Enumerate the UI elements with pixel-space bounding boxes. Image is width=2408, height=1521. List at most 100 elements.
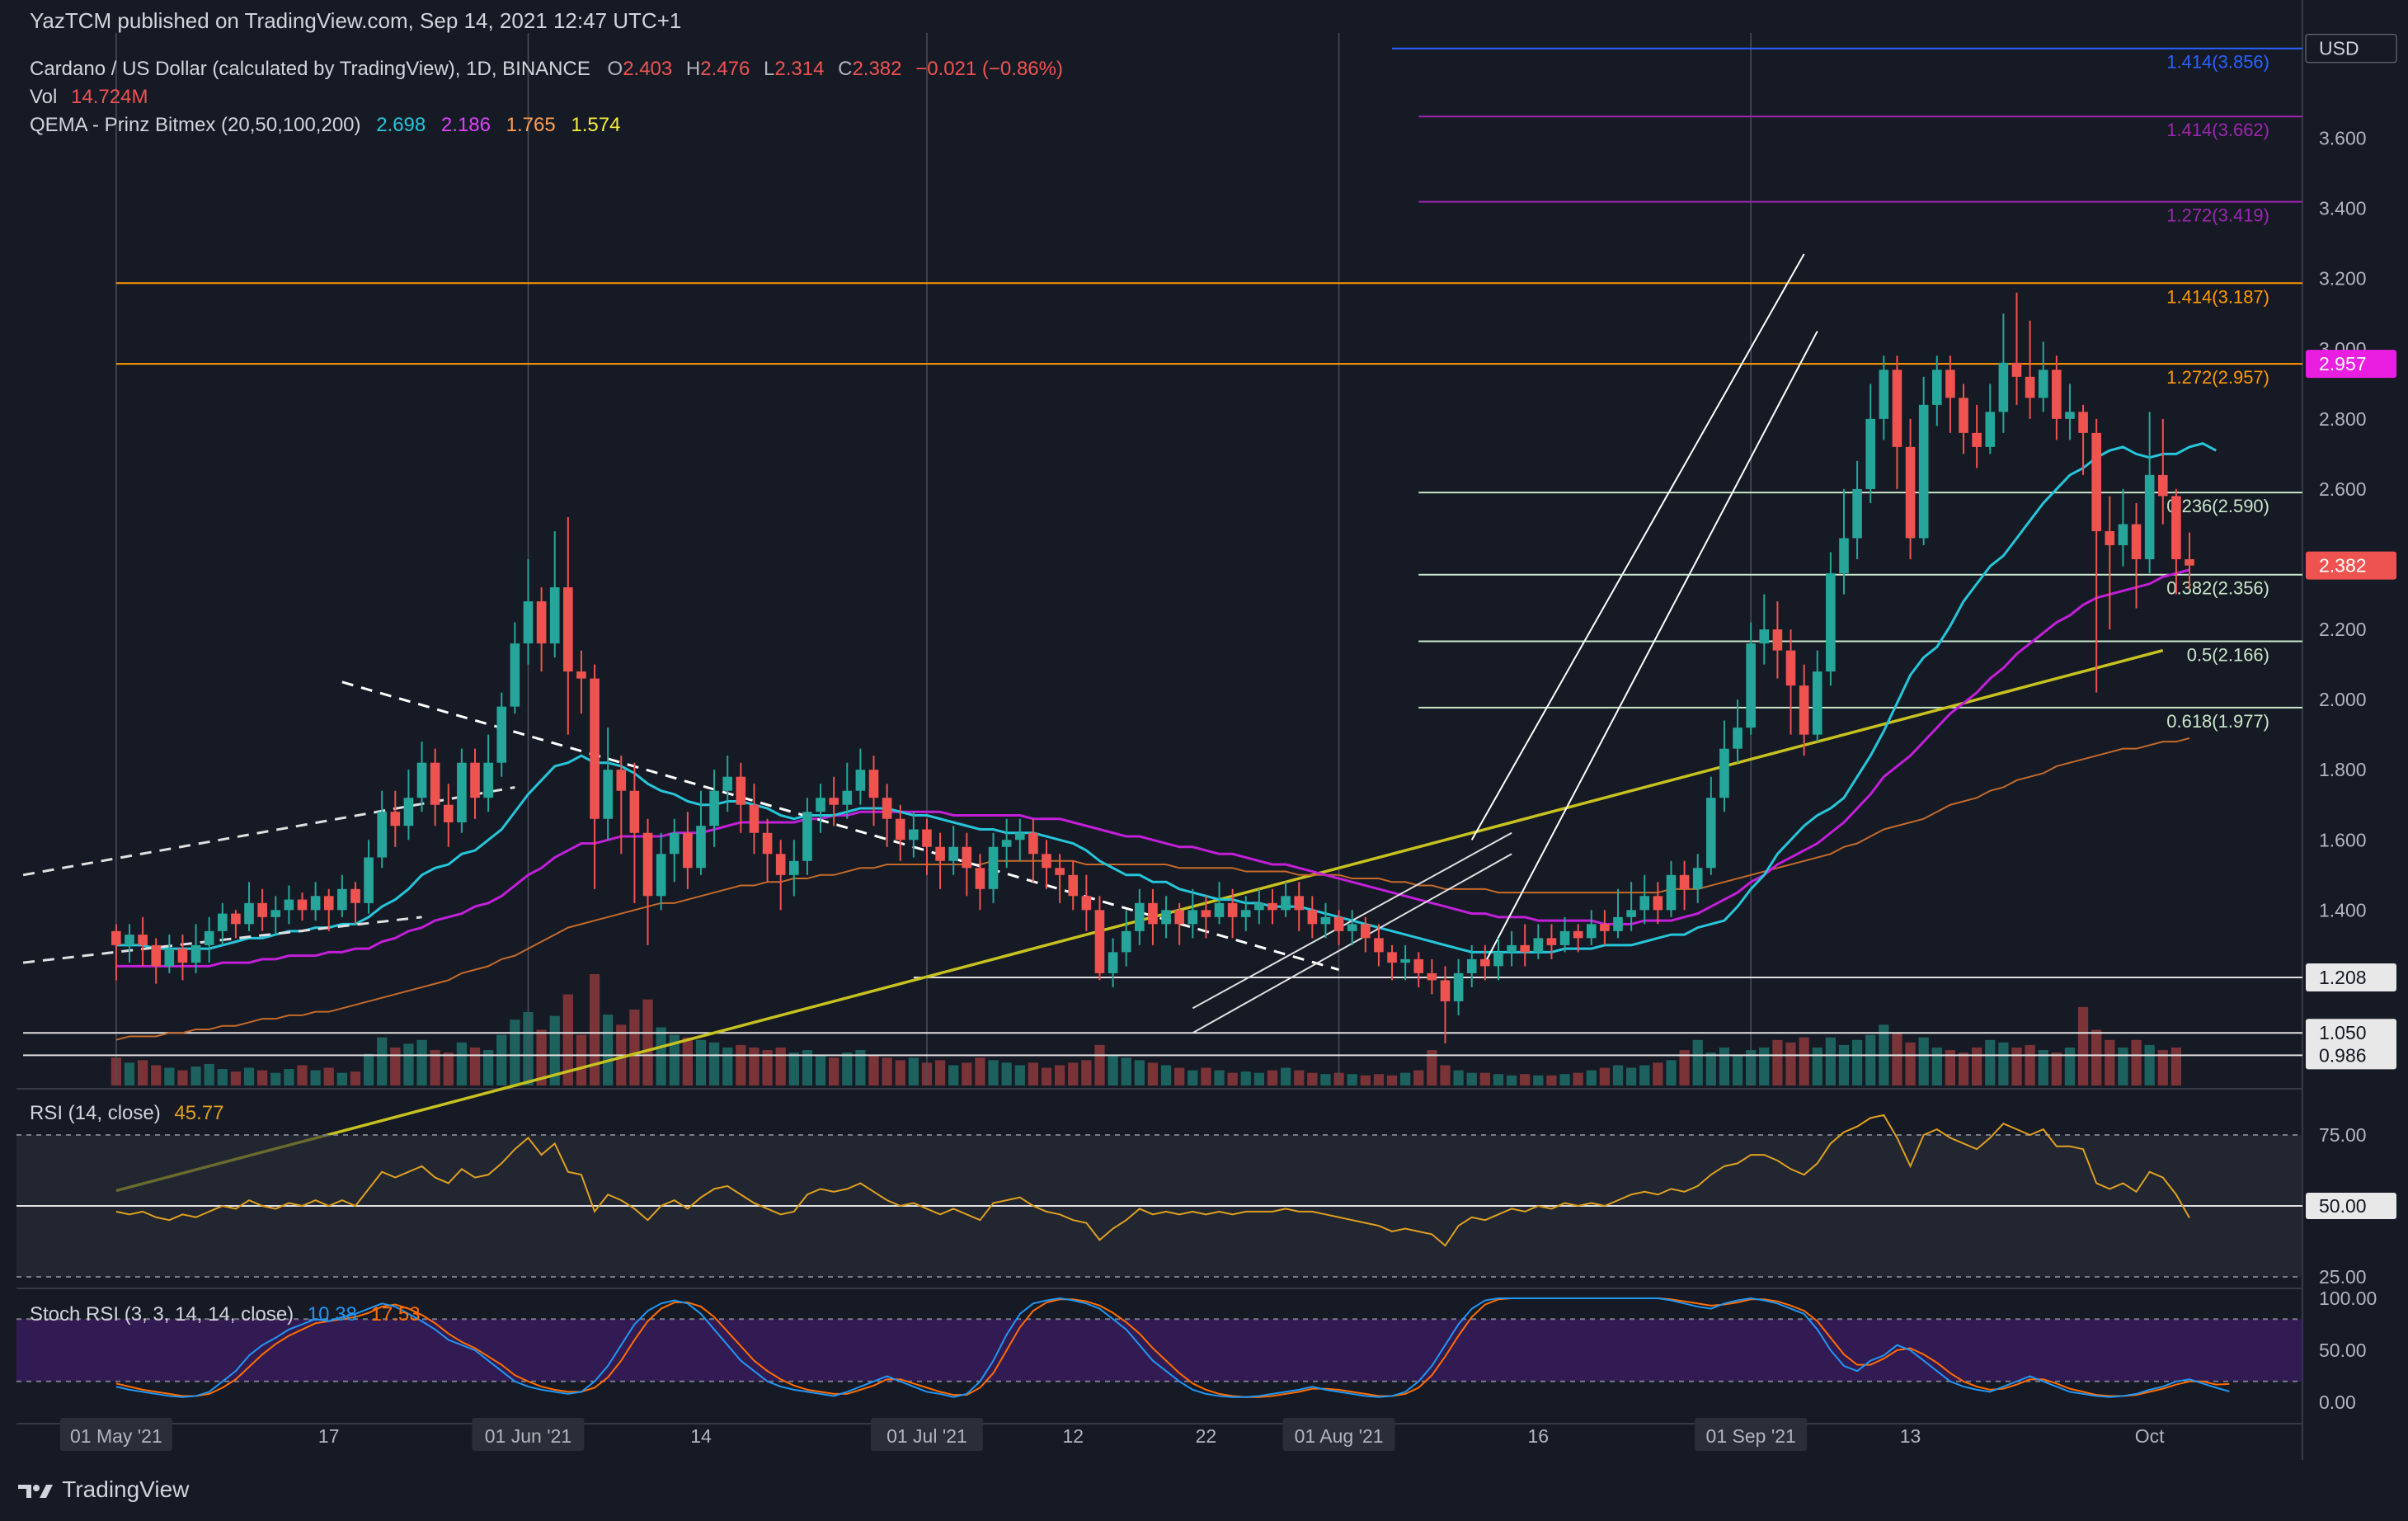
volume-bar bbox=[975, 1057, 985, 1085]
high-label: H bbox=[685, 58, 701, 80]
stoch-k-line bbox=[115, 1297, 2230, 1398]
candle-body bbox=[430, 762, 440, 805]
candle-body bbox=[1879, 370, 1889, 419]
candle-body bbox=[177, 949, 188, 963]
volume-bar bbox=[882, 1057, 892, 1085]
candle-body bbox=[1639, 896, 1650, 911]
volume-bar bbox=[868, 1055, 879, 1085]
candle-body bbox=[337, 888, 347, 911]
candle-body bbox=[1972, 432, 1982, 447]
volume-bar bbox=[1838, 1044, 1850, 1085]
volume-bar bbox=[842, 1052, 853, 1085]
volume-bar bbox=[1188, 1070, 1198, 1085]
rsi-legend[interactable]: RSI (14, close) 45.77 bbox=[30, 1102, 223, 1125]
candle-body bbox=[882, 798, 892, 819]
candle-body bbox=[549, 587, 560, 644]
candle-body bbox=[1188, 910, 1198, 925]
candle-body bbox=[1852, 488, 1862, 539]
volume-bar bbox=[2025, 1044, 2035, 1085]
volume-bar bbox=[1227, 1072, 1238, 1085]
candle-body bbox=[1932, 370, 1942, 405]
brand-name: TradingView bbox=[62, 1476, 190, 1502]
volume-bar bbox=[2170, 1047, 2182, 1085]
volume-bar bbox=[1825, 1037, 1836, 1085]
volume-bar bbox=[1653, 1062, 1663, 1085]
volume-bar bbox=[988, 1060, 999, 1085]
candle-body bbox=[656, 854, 666, 897]
candle-body bbox=[1520, 944, 1530, 953]
candle-body bbox=[1493, 952, 1503, 967]
candle-body bbox=[1361, 924, 1371, 939]
volume-bar bbox=[164, 1067, 175, 1085]
volume-bar bbox=[1639, 1065, 1650, 1085]
tradingview-brand[interactable]: TradingView bbox=[16, 1476, 189, 1503]
candle-body bbox=[1254, 902, 1264, 911]
candle-body bbox=[1294, 896, 1305, 911]
symbol-name: Cardano / US Dollar (calculated by Tradi… bbox=[30, 58, 590, 80]
qema-200-value: 1.574 bbox=[571, 114, 621, 136]
volume-bar bbox=[2131, 1039, 2142, 1085]
volume-bar bbox=[323, 1067, 334, 1085]
candle-body bbox=[1440, 980, 1451, 1001]
candle-body bbox=[842, 790, 853, 805]
candle-body bbox=[1227, 902, 1238, 917]
volume-bar bbox=[1453, 1070, 1464, 1085]
time-tick-label: 22 bbox=[1196, 1425, 1217, 1447]
ema20-line bbox=[115, 442, 2217, 954]
candle-body bbox=[510, 643, 520, 707]
candle-body bbox=[1333, 916, 1344, 931]
candle-body bbox=[1480, 958, 1490, 967]
candle-body bbox=[816, 798, 825, 812]
volume-bar bbox=[2118, 1047, 2128, 1085]
candle-body bbox=[1772, 629, 1783, 651]
volume-bar bbox=[1546, 1075, 1557, 1085]
qema-100-value: 1.765 bbox=[506, 114, 556, 136]
volume-bar bbox=[1134, 1060, 1145, 1085]
volume-value: 14.724M bbox=[71, 86, 148, 108]
time-tick-bg bbox=[472, 1418, 585, 1451]
volume-bar bbox=[151, 1065, 162, 1085]
candle-body bbox=[323, 896, 334, 911]
stoch-legend[interactable]: Stoch RSI (3, 3, 14, 14, close) 10.38 17… bbox=[30, 1303, 421, 1326]
rsi-tick-label: 75.00 bbox=[2319, 1124, 2367, 1146]
candle-body bbox=[1546, 938, 1557, 945]
rsi-mid-badge-text: 50.00 bbox=[2319, 1195, 2367, 1217]
volume-bar bbox=[1201, 1067, 1211, 1085]
candle-body bbox=[1135, 902, 1145, 931]
volume-bar bbox=[2144, 1044, 2155, 1085]
volume-bar bbox=[270, 1072, 281, 1085]
candle-body bbox=[1413, 958, 1424, 973]
volume-bar bbox=[1121, 1057, 1131, 1085]
volume-legend[interactable]: Vol 14.724M bbox=[30, 86, 148, 109]
volume-bar bbox=[1692, 1039, 1703, 1085]
volume-label: Vol bbox=[30, 86, 58, 108]
volume-bar bbox=[1440, 1065, 1451, 1085]
volume-bar bbox=[788, 1052, 799, 1085]
volume-bar bbox=[908, 1057, 919, 1085]
volume-bar bbox=[815, 1055, 826, 1085]
volume-bar bbox=[1506, 1075, 1517, 1085]
candle-body bbox=[1733, 728, 1743, 749]
stoch-label: Stoch RSI (3, 3, 14, 14, close) bbox=[30, 1303, 294, 1326]
candle-body bbox=[1613, 916, 1623, 931]
candle-body bbox=[1653, 896, 1663, 911]
qema-legend[interactable]: QEMA - Prinz Bitmex (20,50,100,200) 2.69… bbox=[30, 114, 620, 137]
candle-body bbox=[2118, 524, 2128, 545]
volume-bar bbox=[336, 1072, 347, 1085]
volume-bar bbox=[1945, 1050, 1956, 1085]
candle-body bbox=[1918, 404, 1929, 539]
symbol-legend[interactable]: Cardano / US Dollar (calculated by Tradi… bbox=[30, 58, 1063, 81]
price-badge bbox=[2306, 1041, 2396, 1070]
candle-body bbox=[696, 826, 706, 869]
candle-body bbox=[1281, 896, 1291, 911]
volume-bar bbox=[642, 999, 653, 1085]
price-tick-label: 2.200 bbox=[2319, 619, 2367, 640]
candle-body bbox=[1427, 972, 1437, 981]
candle-body bbox=[1839, 538, 1849, 574]
candle-body bbox=[1959, 398, 1968, 433]
volume-bar bbox=[1931, 1047, 1942, 1085]
volume-bar bbox=[1427, 1050, 1437, 1085]
candle-body bbox=[1108, 952, 1118, 973]
price-tick-label: 3.200 bbox=[2319, 268, 2367, 290]
